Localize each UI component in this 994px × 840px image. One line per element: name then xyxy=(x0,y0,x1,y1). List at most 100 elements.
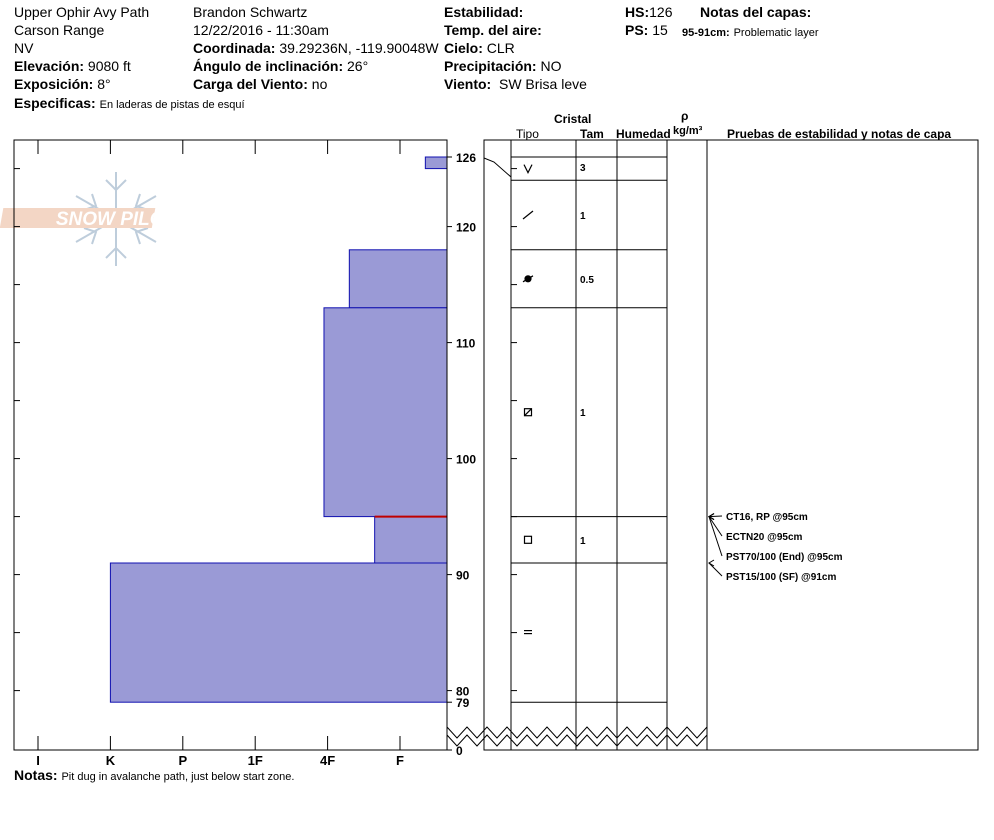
sky-value: CLR xyxy=(486,40,515,56)
aspect-value: 8° xyxy=(97,76,111,92)
incline-value: 26° xyxy=(347,58,369,74)
stability-test-label: PST15/100 (SF) @91cm xyxy=(726,572,836,583)
rounds-slash xyxy=(522,275,534,283)
tests-header: Pruebas de estabilidad y notas de capa xyxy=(727,127,952,141)
layer-notes-label: Notas del capas: xyxy=(700,4,812,20)
incline: Ángulo de inclinación: 26° xyxy=(193,58,368,74)
wind: Viento: SW Brisa leve xyxy=(444,76,587,92)
wind-load: Carga del Viento: no xyxy=(193,76,327,92)
elevation-value: 9080 ft xyxy=(87,58,131,74)
height-tick-label: 80 xyxy=(456,685,470,699)
crystal-size: 1 xyxy=(580,536,586,547)
stability-test-leader xyxy=(708,562,723,577)
ps-label: PS: xyxy=(625,22,649,38)
coord-value: 39.29236N, -119.90048W xyxy=(279,40,439,56)
new-snow-symbol xyxy=(523,164,533,174)
hardness-bar xyxy=(348,249,448,309)
height-tick-label: 120 xyxy=(456,221,476,235)
hardness-bar xyxy=(323,307,448,518)
size-header: Tam xyxy=(580,127,604,141)
surface-hoar-rounds-icon xyxy=(522,275,534,283)
hardness-bar xyxy=(424,156,448,170)
axis-break-upper xyxy=(446,734,708,747)
height-tick-label: 79 xyxy=(456,696,470,710)
stability-label: Estabilidad: xyxy=(444,4,524,20)
arrow-icon xyxy=(708,559,715,567)
datetime: 12/22/2016 - 11:30am xyxy=(193,22,329,38)
crystal-header: Cristal xyxy=(554,112,592,126)
stability-test-label: PST70/100 (End) @95cm xyxy=(726,552,843,563)
hardness-bar xyxy=(109,562,448,703)
height-tick-label: 100 xyxy=(456,453,476,467)
snowpilot-logo: SNOW PILOT xyxy=(0,172,178,266)
precip-value: NO xyxy=(540,58,562,74)
stability-test-leader xyxy=(708,515,723,518)
coordinates: Coordinada: 39.29236N, -119.90048W xyxy=(193,40,439,56)
specifics-label: Especificas: xyxy=(14,95,96,111)
height-tick-label: 0 xyxy=(456,744,463,758)
hs: HS:126 xyxy=(625,4,672,20)
ps-value: 15 xyxy=(652,22,668,38)
moisture-header: Humedad xyxy=(616,127,671,141)
precipitation: Precipitación: NO xyxy=(444,58,561,74)
hardness-tick-label: I xyxy=(36,753,40,768)
layer-note-range: 95-91cm: xyxy=(682,27,730,39)
notes-label: Notas: xyxy=(14,767,58,783)
crystal-size: 3 xyxy=(580,163,586,174)
specifics-value: En laderas de pistas de esquí xyxy=(99,99,245,111)
hardness-tick-label: K xyxy=(106,753,116,768)
aspect-label: Exposición: xyxy=(14,76,94,92)
notes-value: Pit dug in avalanche path, just below st… xyxy=(61,771,295,783)
arrow-icon xyxy=(708,513,715,521)
density-symbol: ρ xyxy=(681,109,689,123)
height-tick-label: 126 xyxy=(456,151,476,165)
location-name: Upper Ophir Avy Path xyxy=(14,4,150,20)
crystal-size: 1 xyxy=(580,211,586,222)
layer-connector xyxy=(483,157,512,178)
wind-load-value: no xyxy=(311,76,328,92)
sky: Cielo: CLR xyxy=(444,40,515,56)
stability-test-label: ECTN20 @95cm xyxy=(726,532,803,543)
melt-freeze-icon xyxy=(524,629,532,635)
coord-label: Coordinada: xyxy=(193,40,276,56)
hs-label: HS: xyxy=(625,4,650,20)
hardness-bar xyxy=(374,516,448,564)
facet-square xyxy=(523,535,533,544)
axis-break-lower xyxy=(446,726,708,739)
logo-text: SNOW PILOT xyxy=(56,209,178,230)
facet-slash xyxy=(524,408,532,417)
height-tick-label: 110 xyxy=(456,337,476,351)
observer-name: Brandon Schwartz xyxy=(193,4,308,20)
new-snow-icon xyxy=(523,164,533,174)
elevation-label: Elevación: xyxy=(14,58,85,74)
stability-test-leader xyxy=(708,516,723,557)
decomposing-symbol xyxy=(522,210,534,220)
faceted-rounded-icon xyxy=(523,408,533,417)
stability-test-label: CT16, RP @95cm xyxy=(726,512,808,523)
hardness-tick-label: 4F xyxy=(320,753,335,768)
sky-label: Cielo: xyxy=(444,40,483,56)
layer-note-text: Problematic layer xyxy=(733,27,819,39)
wind-load-label: Carga del Viento: xyxy=(193,76,308,92)
stability-test-leader xyxy=(708,516,723,537)
height-tick-label: 90 xyxy=(456,569,470,583)
air-temp-label: Temp. del aire: xyxy=(444,22,542,38)
crystal-size: 1 xyxy=(580,408,586,419)
hs-value: 126 xyxy=(649,4,673,20)
type-header: Tipo xyxy=(516,127,539,141)
precip-label: Precipitación: xyxy=(444,58,537,74)
facet-square xyxy=(523,408,533,417)
hardness-tick-label: F xyxy=(396,753,404,768)
density-unit: kg/m³ xyxy=(673,125,703,137)
faceted-icon xyxy=(523,535,533,544)
hardness-tick-label: 1F xyxy=(248,753,263,768)
wind-value: SW Brisa leve xyxy=(498,76,587,92)
wind-label: Viento: xyxy=(444,76,492,92)
crystal-size: 0.5 xyxy=(580,275,594,286)
crystal-table-frame xyxy=(483,139,979,751)
specifics: Especificas: En laderas de pistas de esq… xyxy=(14,95,245,113)
aspect: Exposición: 8° xyxy=(14,76,111,92)
incline-label: Ángulo de inclinación: xyxy=(193,58,344,74)
elevation: Elevación: 9080 ft xyxy=(14,58,131,74)
